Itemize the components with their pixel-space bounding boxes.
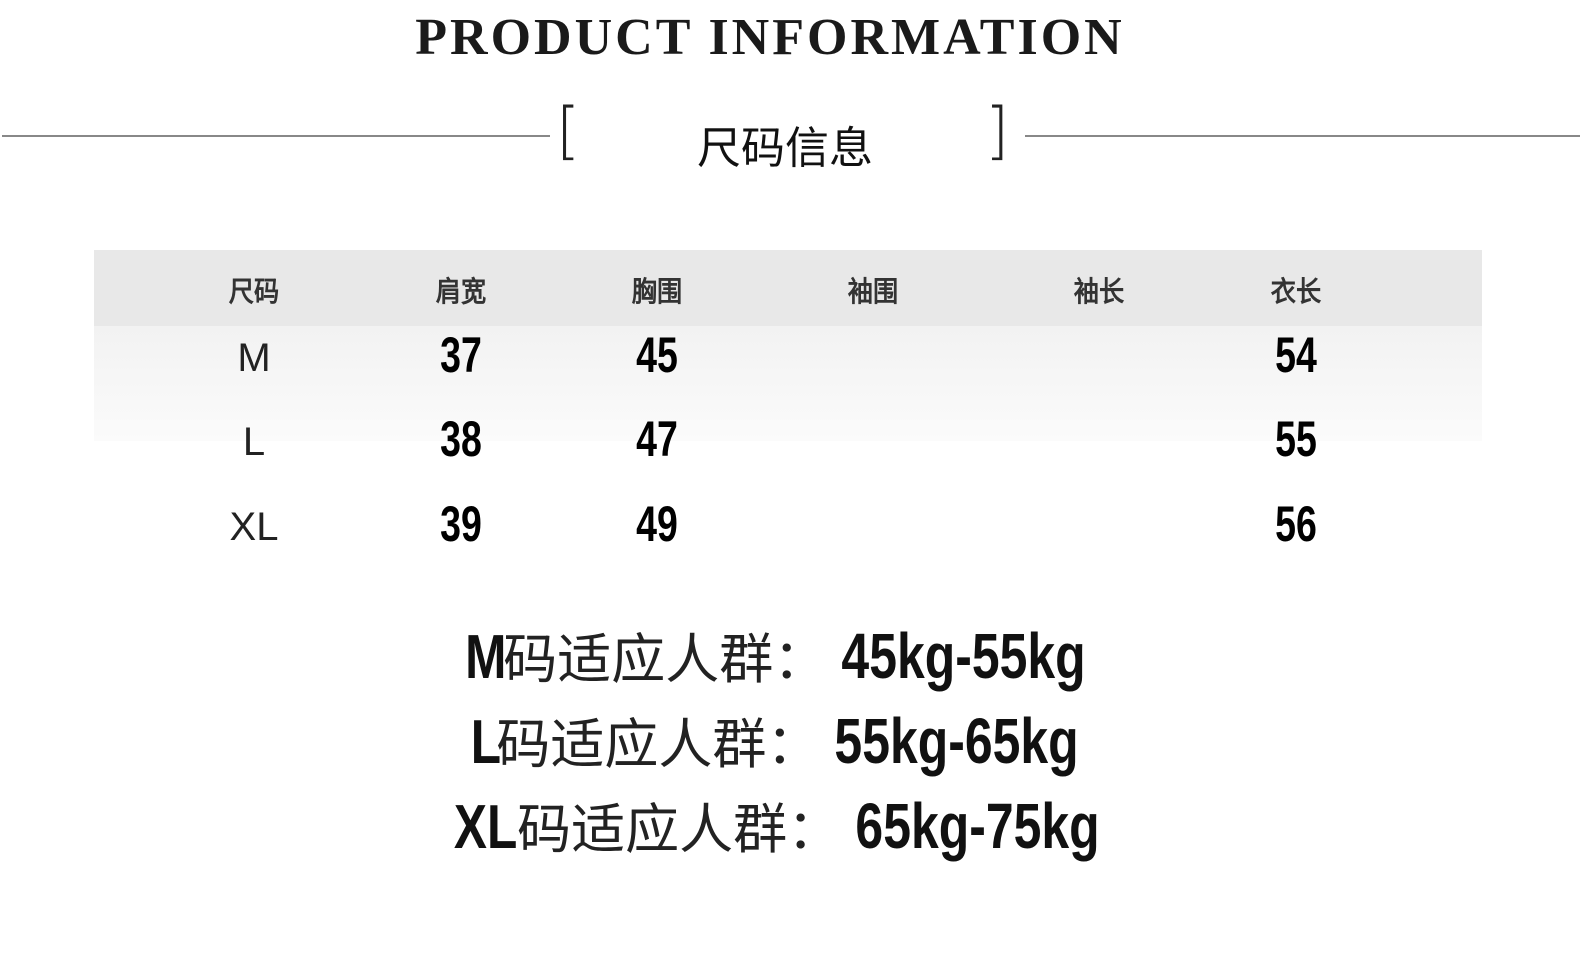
bracket-left: [: [556, 94, 581, 167]
size-label: XL: [229, 505, 279, 549]
table-cell: 47: [636, 411, 678, 467]
section-title: 尺码信息: [697, 123, 873, 174]
column-header: 袖围: [847, 275, 899, 308]
bracket-right: ]: [985, 94, 1010, 167]
fit-line-m: M码适应人群： 45kg-55kg: [0, 615, 1580, 694]
table-cell: 45: [636, 327, 678, 383]
fit-size: M: [464, 623, 507, 692]
table-cell: 55: [1275, 411, 1317, 467]
fit-size: XL: [453, 793, 518, 862]
table-header-band: [94, 250, 1482, 326]
size-label: M: [237, 336, 271, 380]
column-header: 尺码: [228, 275, 280, 308]
column-header: 衣长: [1270, 275, 1322, 308]
divider-right: [1025, 135, 1580, 137]
table-cell: 49: [636, 496, 678, 552]
table-cell: 56: [1275, 496, 1317, 552]
fit-range: 45kg-55kg: [841, 620, 1086, 692]
fit-label: 码适应人群：: [496, 713, 821, 776]
fit-line-l: L码适应人群： 55kg-65kg: [0, 700, 1580, 779]
fit-range: 65kg-75kg: [855, 790, 1100, 862]
table-cell: 39: [440, 496, 482, 552]
table-cell: 38: [440, 411, 482, 467]
fit-range: 55kg-65kg: [834, 705, 1080, 777]
fit-size: L: [470, 708, 501, 777]
fit-label: 码适应人群：: [503, 628, 828, 691]
table-cell: 37: [440, 327, 482, 383]
table-cell: 54: [1275, 327, 1317, 383]
column-header: 袖长: [1073, 275, 1125, 308]
column-header: 肩宽: [435, 275, 487, 308]
divider-left: [2, 135, 550, 137]
fit-line-xl: XL码适应人群： 65kg-75kg: [0, 785, 1580, 864]
page-title: PRODUCT INFORMATION: [415, 9, 1125, 66]
column-header: 胸围: [631, 275, 683, 308]
fit-label: 码适应人群：: [517, 798, 842, 861]
size-label: L: [242, 420, 266, 464]
table-row-shade: [94, 326, 1482, 441]
